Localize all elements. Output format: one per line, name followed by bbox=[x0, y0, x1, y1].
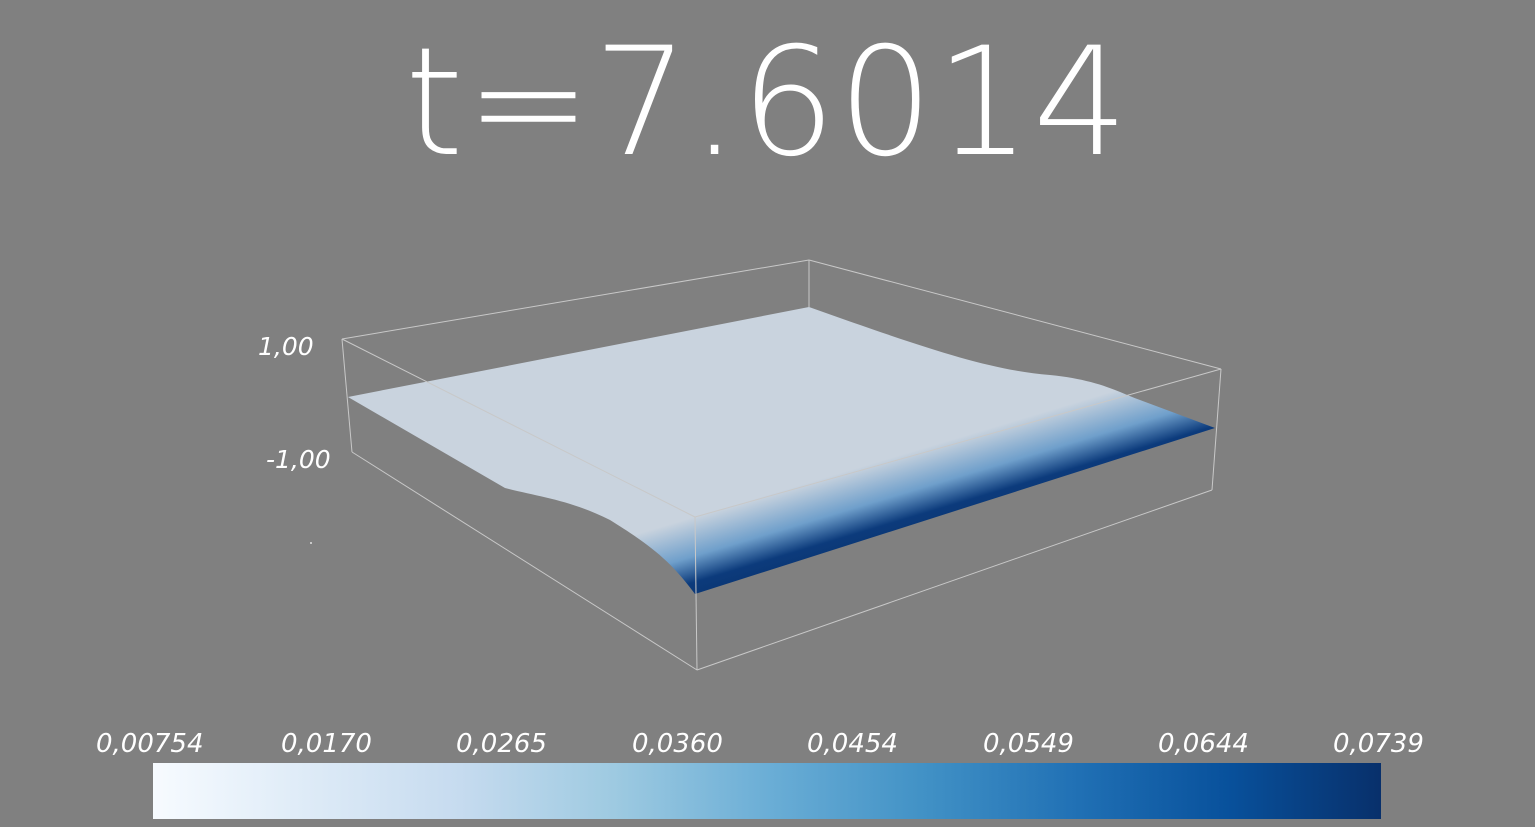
colorbar-tick-label: 0,0454 bbox=[807, 729, 898, 759]
z-axis-max-label: 1,00 bbox=[258, 332, 314, 361]
colorbar-tick-label: 0,0360 bbox=[632, 729, 723, 759]
colorbar-tick-label: 0,0265 bbox=[456, 729, 547, 759]
time-title: t=7.6014 bbox=[404, 16, 1131, 190]
bounding-box-back bbox=[341, 259, 1222, 671]
colorbar-tick-label: 0,00754 bbox=[96, 729, 204, 759]
artifact-dot bbox=[310, 542, 312, 544]
colorbar-tick-label: 0,0739 bbox=[1333, 729, 1424, 759]
colorbar-tick-labels: 0,00754 0,0170 0,0265 0,0360 0,0454 0,05… bbox=[0, 727, 1535, 761]
colorbar-gradient bbox=[153, 763, 1381, 819]
bounding-box-front bbox=[341, 338, 1222, 671]
colorbar-tick-label: 0,0549 bbox=[983, 729, 1074, 759]
colorbar-tick-label: 0,0170 bbox=[281, 729, 372, 759]
colorbar-tick-label: 0,0644 bbox=[1158, 729, 1249, 759]
z-axis-min-label: -1,00 bbox=[266, 445, 331, 474]
surface-mesh bbox=[348, 307, 1215, 594]
